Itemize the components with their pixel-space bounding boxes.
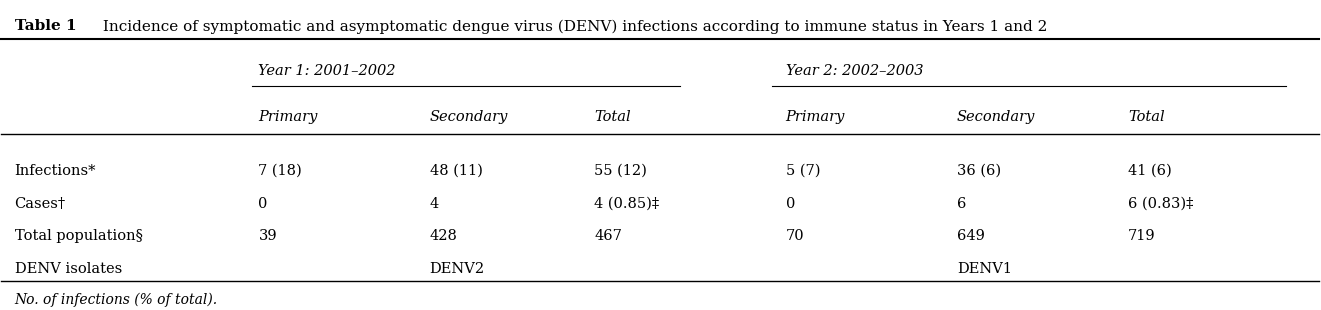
Text: DENV1: DENV1 [956, 262, 1012, 276]
Text: Incidence of symptomatic and asymptomatic dengue virus (DENV) infections accordi: Incidence of symptomatic and asymptomati… [98, 19, 1048, 34]
Text: DENV2: DENV2 [429, 262, 485, 276]
Text: Primary: Primary [786, 110, 845, 124]
Text: 4: 4 [429, 197, 439, 210]
Text: 5 (7): 5 (7) [786, 164, 820, 178]
Text: 6: 6 [956, 197, 966, 210]
Text: 36 (6): 36 (6) [956, 164, 1001, 178]
Text: Total: Total [1128, 110, 1165, 124]
Text: Year 1: 2001–2002: Year 1: 2001–2002 [259, 64, 396, 78]
Text: Total population§: Total population§ [15, 229, 143, 243]
Text: Total: Total [594, 110, 631, 124]
Text: 39: 39 [259, 229, 277, 243]
Text: Table 1: Table 1 [15, 19, 77, 33]
Text: 649: 649 [956, 229, 984, 243]
Text: No. of infections (% of total).: No. of infections (% of total). [15, 293, 218, 307]
Text: Secondary: Secondary [956, 110, 1036, 124]
Text: 55 (12): 55 (12) [594, 164, 647, 178]
Text: 4 (0.85)‡: 4 (0.85)‡ [594, 197, 659, 210]
Text: Cases†: Cases† [15, 197, 66, 210]
Text: 48 (11): 48 (11) [429, 164, 482, 178]
Text: Infections*: Infections* [15, 164, 96, 178]
Text: DENV isolates: DENV isolates [15, 262, 122, 276]
Text: Year 2: 2002–2003: Year 2: 2002–2003 [786, 64, 923, 78]
Text: 0: 0 [259, 197, 268, 210]
Text: Primary: Primary [259, 110, 318, 124]
Text: 6 (0.83)‡: 6 (0.83)‡ [1128, 197, 1194, 210]
Text: 7 (18): 7 (18) [259, 164, 303, 178]
Text: 428: 428 [429, 229, 457, 243]
Text: 41 (6): 41 (6) [1128, 164, 1172, 178]
Text: 0: 0 [786, 197, 795, 210]
Text: 467: 467 [594, 229, 622, 243]
Text: 70: 70 [786, 229, 804, 243]
Text: Secondary: Secondary [429, 110, 509, 124]
Text: 719: 719 [1128, 229, 1156, 243]
